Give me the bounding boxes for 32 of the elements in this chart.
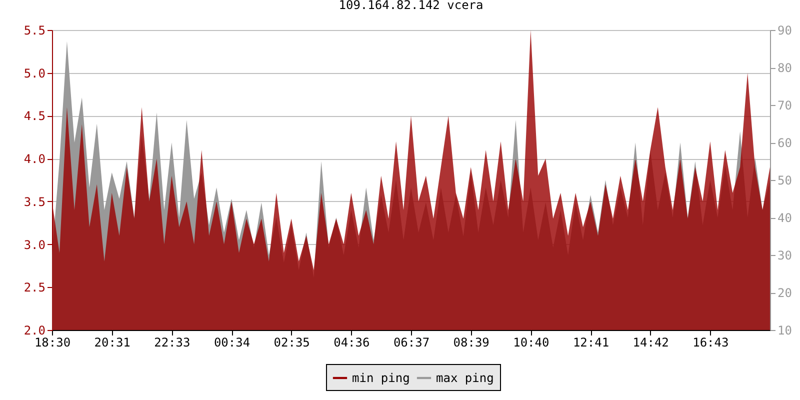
y2-tick-label: 40 xyxy=(778,211,792,225)
y-tick-label: 5.5 xyxy=(24,24,46,38)
legend-label: min ping xyxy=(352,371,410,385)
y2-tick-label: 80 xyxy=(778,61,792,75)
x-tick-label: 12:41 xyxy=(572,336,610,350)
y2-tick-label: 90 xyxy=(778,24,792,38)
x-tick-label: 04:36 xyxy=(334,336,370,350)
y2-tick-label: 50 xyxy=(778,174,792,188)
x-tick-label: 00:34 xyxy=(214,336,250,350)
x-tick-label: 22:33 xyxy=(154,336,190,350)
y2-tick-label: 60 xyxy=(778,136,792,150)
y2-tick-label: 30 xyxy=(778,248,792,262)
x-tick-label: 10:40 xyxy=(513,336,550,350)
y2-tick-label: 70 xyxy=(778,98,792,112)
y-tick-label: 3.0 xyxy=(24,238,46,252)
x-tick-label: 20:31 xyxy=(94,336,130,350)
y-tick-label: 2.0 xyxy=(24,324,46,338)
x-tick-label: 02:35 xyxy=(274,336,310,350)
x-tick-label: 08:39 xyxy=(453,336,490,350)
x-tick-label: 18:30 xyxy=(34,336,71,350)
x-tick-label: 16:43 xyxy=(692,336,729,350)
y-tick-label: 4.5 xyxy=(24,109,46,124)
y-tick-label: 4.0 xyxy=(24,152,46,166)
y2-tick-label: 10 xyxy=(778,324,792,338)
y2-tick-label: 20 xyxy=(778,286,792,300)
x-tick-label: 06:37 xyxy=(393,336,430,350)
legend-label: max ping xyxy=(436,371,494,385)
y-tick-label: 3.5 xyxy=(24,194,46,209)
y-tick-label: 2.5 xyxy=(24,280,46,295)
y-tick-label: 5.0 xyxy=(24,66,46,80)
chart-title: 109.164.82.142 vcera xyxy=(338,0,484,12)
x-tick-label: 14:42 xyxy=(632,336,669,350)
